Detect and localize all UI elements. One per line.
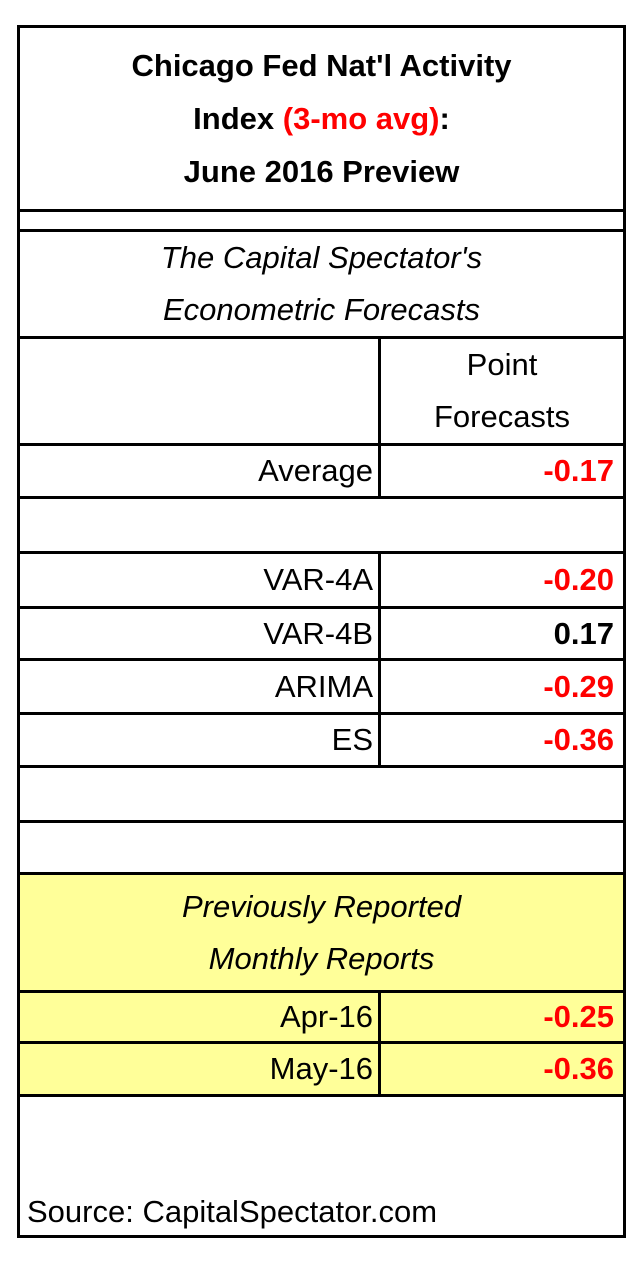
title-line2-red: (3-mo avg)	[282, 101, 440, 136]
subtitle-line-1: The Capital Spectator's	[160, 240, 483, 275]
title-line-3: June 2016 Preview	[183, 154, 460, 189]
row-value-var4b: 0.17	[377, 606, 627, 661]
column-header-point-forecasts: Point Forecasts	[377, 336, 627, 446]
row-value-apr16: -0.25	[377, 990, 627, 1044]
row-value-average: -0.17	[377, 443, 627, 499]
row-value-var4a: -0.20	[377, 551, 627, 609]
table-title: Chicago Fed Nat'l Activity Index (3-mo a…	[16, 25, 627, 212]
row-label-average: Average	[17, 443, 381, 499]
header-empty-cell	[17, 336, 381, 446]
row-label-apr16: Apr-16	[17, 990, 381, 1044]
row-label-var4b: VAR-4B	[17, 606, 381, 661]
spacer-row	[16, 496, 627, 554]
row-value-may16: -0.36	[377, 1041, 627, 1097]
prev-title-line-1: Previously Reported	[181, 888, 462, 924]
source-attribution: Source: CapitalSpectator.com	[16, 1094, 627, 1238]
spacer-row	[16, 820, 627, 875]
row-label-arima: ARIMA	[17, 658, 381, 715]
title-line-1: Chicago Fed Nat'l Activity	[131, 48, 512, 83]
prev-title-line-2: Monthly Reports	[208, 940, 435, 976]
spacer-row	[16, 765, 627, 823]
header-line-1: Point	[466, 347, 538, 382]
subtitle-line-2: Econometric Forecasts	[163, 292, 480, 327]
title-line2-suffix: :	[439, 101, 450, 136]
title-line-2: Index (3-mo avg):	[22, 92, 622, 145]
previously-reported-title: Previously Reported Monthly Reports	[16, 872, 627, 993]
table-subtitle: The Capital Spectator's Econometric Fore…	[16, 229, 627, 339]
title-line2-prefix: Index	[193, 101, 283, 136]
header-line-2: Forecasts	[433, 399, 571, 434]
forecast-table: Chicago Fed Nat'l Activity Index (3-mo a…	[16, 25, 627, 1238]
row-value-arima: -0.29	[377, 658, 627, 715]
row-label-may16: May-16	[17, 1041, 381, 1097]
row-label-es: ES	[17, 712, 381, 768]
row-label-var4a: VAR-4A	[17, 551, 381, 609]
spacer-row-thin	[16, 209, 627, 232]
row-value-es: -0.36	[377, 712, 627, 768]
